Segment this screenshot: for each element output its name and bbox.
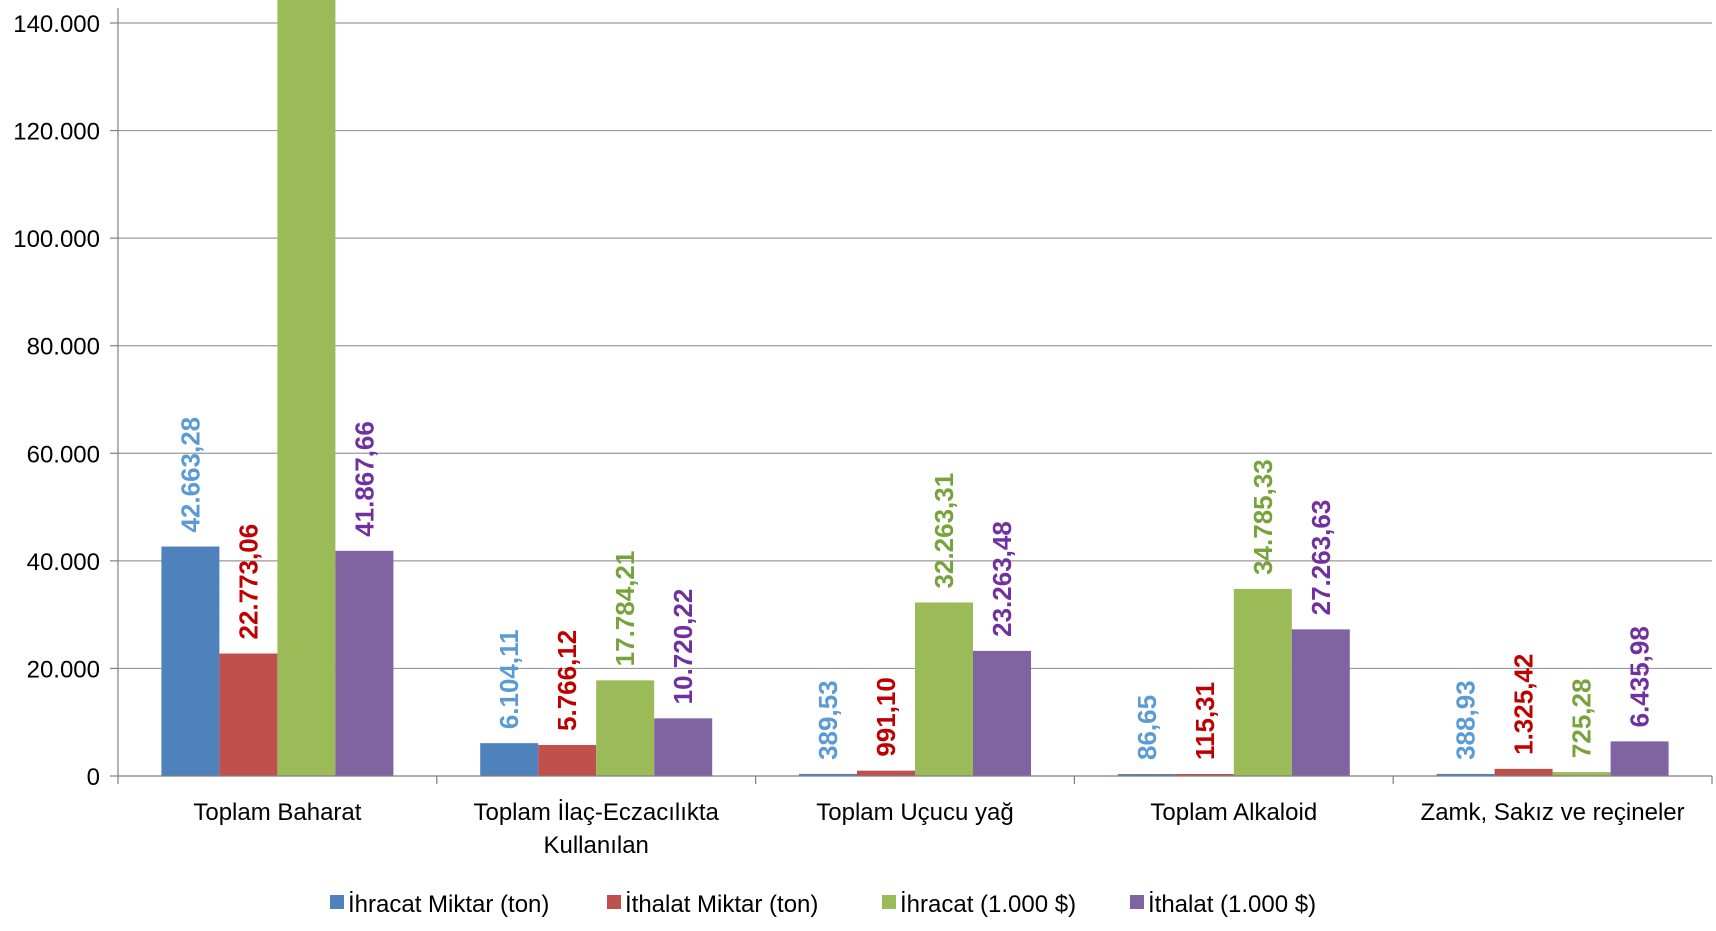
bar bbox=[538, 744, 597, 776]
bar bbox=[973, 650, 1031, 776]
data-label: 34.785,33 bbox=[1248, 459, 1278, 575]
x-tick-label: Toplam Uçucu yağ bbox=[816, 799, 1013, 826]
data-label: 22.773,06 bbox=[233, 524, 263, 640]
x-tick-label: Toplam İlaç-Eczacılıkta bbox=[473, 799, 719, 826]
x-tick-label: Toplam Alkaloid bbox=[1150, 799, 1317, 826]
y-tick-label: 60.000 bbox=[27, 441, 100, 468]
data-label: 42.663,28 bbox=[175, 417, 205, 533]
data-label: 17.784,21 bbox=[610, 551, 640, 667]
bar bbox=[277, 0, 336, 776]
bar bbox=[857, 770, 915, 776]
y-tick-label: 20.000 bbox=[27, 656, 100, 683]
legend-swatch bbox=[607, 895, 621, 909]
data-label: 27.263,63 bbox=[1306, 500, 1336, 616]
bar bbox=[1291, 629, 1350, 776]
data-labels: 42.663,2822.773,06144.372,4741.867,666.1… bbox=[175, 417, 1655, 760]
legend-label: İhracat (1.000 $) bbox=[900, 891, 1076, 918]
bar bbox=[335, 550, 394, 776]
bar bbox=[1175, 774, 1234, 776]
legend-label: İthalat Miktar (ton) bbox=[625, 891, 818, 918]
data-label: 5.766,12 bbox=[552, 630, 582, 731]
data-label: 991,10 bbox=[871, 677, 901, 757]
bar bbox=[799, 773, 857, 776]
x-tick-label: Zamk, Sakız ve reçineler bbox=[1421, 799, 1685, 826]
bar bbox=[654, 718, 713, 776]
data-label: 725,28 bbox=[1567, 679, 1597, 759]
bar bbox=[1610, 741, 1669, 776]
y-tick-label: 80.000 bbox=[27, 334, 100, 361]
y-tick-label: 40.000 bbox=[27, 549, 100, 576]
bar bbox=[161, 546, 220, 776]
bar bbox=[596, 680, 655, 776]
y-tick-label: 120.000 bbox=[13, 119, 100, 146]
bar bbox=[915, 602, 973, 776]
y-tick-label: 100.000 bbox=[13, 226, 100, 253]
legend-label: İthalat (1.000 $) bbox=[1148, 891, 1316, 918]
bar bbox=[1494, 768, 1553, 776]
legend: İhracat Miktar (ton) İthalat Miktar (ton)… bbox=[330, 891, 1316, 918]
y-tick-label: 0 bbox=[87, 764, 100, 791]
bar bbox=[1117, 774, 1176, 776]
bar bbox=[1436, 773, 1495, 776]
data-label: 6.435,98 bbox=[1625, 626, 1655, 727]
data-label: 1.325,42 bbox=[1509, 654, 1539, 755]
bar bbox=[1233, 588, 1292, 776]
bars bbox=[161, 0, 1669, 776]
x-tick-label: Toplam Baharat bbox=[193, 799, 361, 826]
bar bbox=[480, 743, 539, 776]
data-label: 41.867,66 bbox=[349, 421, 379, 537]
y-axis: 0 20.000 40.000 60.000 80.000 100.000 120.000 1… bbox=[13, 8, 119, 791]
data-label: 6.104,11 bbox=[494, 629, 524, 729]
x-axis: Toplam Baharat Toplam İlaç-Eczacılıkta Kul… bbox=[117, 775, 1713, 859]
y-tick-label: 140.000 bbox=[13, 11, 100, 38]
x-tick-label: Kullanılan bbox=[543, 832, 648, 859]
bar bbox=[1552, 772, 1611, 776]
data-label: 86,65 bbox=[1132, 695, 1162, 760]
data-label: 389,53 bbox=[813, 680, 843, 760]
data-label: 115,31 bbox=[1190, 682, 1220, 760]
data-label: 10.720,22 bbox=[668, 589, 698, 705]
legend-swatch bbox=[330, 895, 344, 909]
legend-label: İhracat Miktar (ton) bbox=[348, 891, 549, 918]
legend-swatch bbox=[882, 895, 896, 909]
data-label: 32.263,31 bbox=[929, 473, 959, 589]
data-label: 23.263,48 bbox=[987, 521, 1017, 637]
legend-swatch bbox=[1130, 895, 1144, 909]
bar bbox=[219, 653, 278, 776]
data-label: 388,93 bbox=[1451, 680, 1481, 760]
